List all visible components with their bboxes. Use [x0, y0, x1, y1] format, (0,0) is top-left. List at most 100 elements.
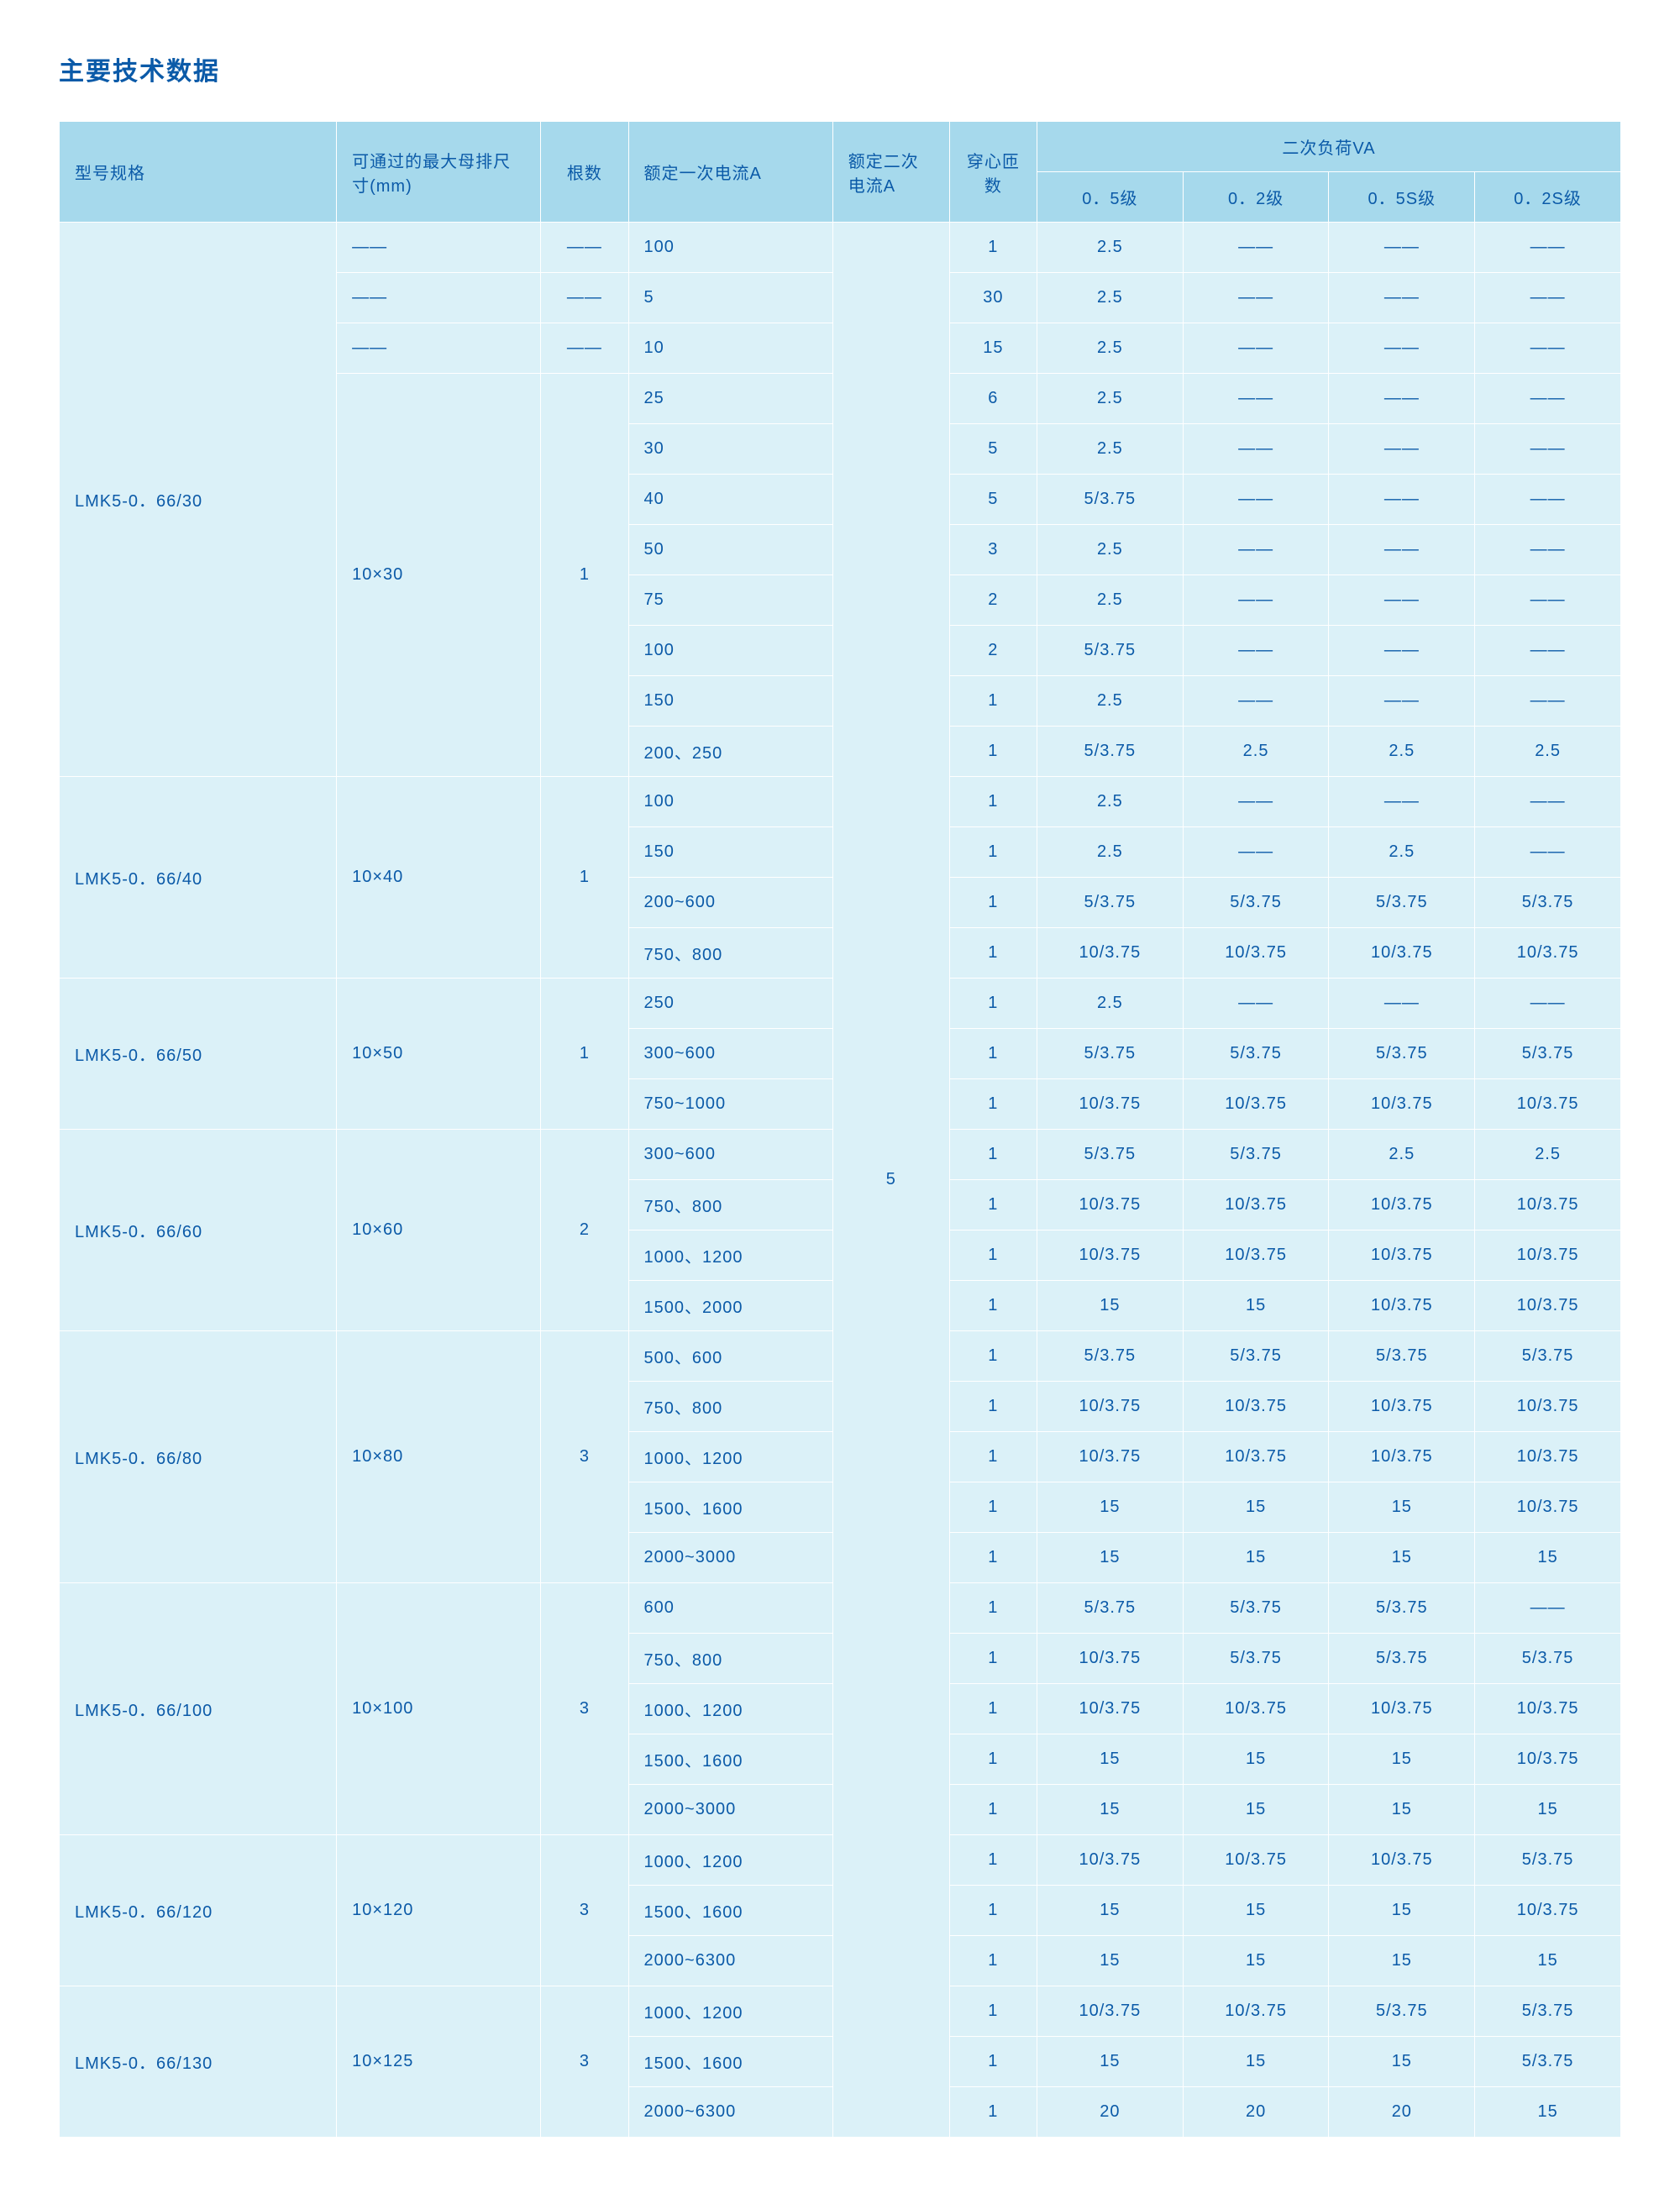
- cell-va-3: ——: [1475, 777, 1621, 827]
- cell-va-2: ——: [1329, 525, 1475, 575]
- cell-va-0: 10/3.75: [1037, 1180, 1183, 1230]
- cell-primary: 100: [628, 626, 832, 676]
- cell-turns: 1: [949, 827, 1037, 878]
- cell-va-1: 10/3.75: [1183, 1382, 1329, 1432]
- cell-turns: 5: [949, 424, 1037, 475]
- cell-turns: 1: [949, 1785, 1037, 1835]
- cell-primary: 50: [628, 525, 832, 575]
- cell-turns: 1: [949, 979, 1037, 1029]
- cell-va-0: 2.5: [1037, 827, 1183, 878]
- cell-va-0: 15: [1037, 1936, 1183, 1986]
- cell-va-3: ——: [1475, 575, 1621, 626]
- cell-primary: 75: [628, 575, 832, 626]
- cell-primary: 1000、1200: [628, 1684, 832, 1734]
- cell-turns: 1: [949, 1986, 1037, 2037]
- cell-va-2: 15: [1329, 2037, 1475, 2087]
- cell-primary: 2000~3000: [628, 1785, 832, 1835]
- cell-turns: 1: [949, 1029, 1037, 1079]
- cell-primary: 1500、2000: [628, 1281, 832, 1331]
- cell-primary: 600: [628, 1583, 832, 1634]
- cell-turns: 1: [949, 2087, 1037, 2138]
- cell-va-1: ——: [1183, 626, 1329, 676]
- cell-primary: 750、800: [628, 1382, 832, 1432]
- cell-primary: 40: [628, 475, 832, 525]
- cell-va-2: ——: [1329, 323, 1475, 374]
- cell-count: ——: [541, 323, 628, 374]
- cell-turns: 1: [949, 777, 1037, 827]
- cell-va-0: 5/3.75: [1037, 1331, 1183, 1382]
- cell-model: LMK5-0．66/120: [60, 1835, 337, 1986]
- cell-turns: 1: [949, 1432, 1037, 1482]
- cell-va-0: 10/3.75: [1037, 1432, 1183, 1482]
- cell-primary: 300~600: [628, 1130, 832, 1180]
- cell-va-2: 10/3.75: [1329, 1281, 1475, 1331]
- cell-primary: 5: [628, 273, 832, 323]
- cell-va-0: 10/3.75: [1037, 1079, 1183, 1130]
- cell-turns: 6: [949, 374, 1037, 424]
- cell-va-3: 5/3.75: [1475, 1835, 1621, 1886]
- cell-va-2: 5/3.75: [1329, 1331, 1475, 1382]
- cell-va-1: ——: [1183, 525, 1329, 575]
- cell-turns: 2: [949, 575, 1037, 626]
- cell-model: LMK5-0．66/50: [60, 979, 337, 1130]
- cell-primary: 10: [628, 323, 832, 374]
- cell-va-1: 15: [1183, 1281, 1329, 1331]
- cell-va-0: 2.5: [1037, 575, 1183, 626]
- cell-va-0: 10/3.75: [1037, 1382, 1183, 1432]
- cell-va-3: ——: [1475, 223, 1621, 273]
- cell-primary: 300~600: [628, 1029, 832, 1079]
- cell-busbar: 10×40: [337, 777, 541, 979]
- cell-busbar: 10×125: [337, 1986, 541, 2138]
- cell-va-1: 10/3.75: [1183, 1986, 1329, 2037]
- cell-va-0: 5/3.75: [1037, 727, 1183, 777]
- cell-primary: 1500、1600: [628, 1886, 832, 1936]
- cell-va-1: ——: [1183, 374, 1329, 424]
- cell-count: 1: [541, 979, 628, 1130]
- cell-va-2: 5/3.75: [1329, 1986, 1475, 2037]
- cell-turns: 1: [949, 928, 1037, 979]
- cell-primary: 2000~6300: [628, 1936, 832, 1986]
- cell-va-0: 10/3.75: [1037, 1835, 1183, 1886]
- cell-va-0: 2.5: [1037, 676, 1183, 727]
- cell-va-3: ——: [1475, 676, 1621, 727]
- cell-va-2: 10/3.75: [1329, 1835, 1475, 1886]
- th-turns: 穿心匝数: [949, 122, 1037, 223]
- cell-va-2: 10/3.75: [1329, 1079, 1475, 1130]
- cell-count: ——: [541, 223, 628, 273]
- cell-va-3: 10/3.75: [1475, 1734, 1621, 1785]
- table-body: LMK5-0．66/30————100512.5——————————5302.5…: [60, 223, 1621, 2138]
- cell-primary: 200、250: [628, 727, 832, 777]
- cell-va-1: 10/3.75: [1183, 1079, 1329, 1130]
- cell-turns: 1: [949, 727, 1037, 777]
- cell-va-3: 10/3.75: [1475, 1180, 1621, 1230]
- cell-turns: 1: [949, 1634, 1037, 1684]
- cell-va-1: 10/3.75: [1183, 928, 1329, 979]
- cell-turns: 1: [949, 1230, 1037, 1281]
- cell-turns: 1: [949, 1936, 1037, 1986]
- cell-va-3: 15: [1475, 1533, 1621, 1583]
- cell-va-3: ——: [1475, 979, 1621, 1029]
- cell-turns: 1: [949, 878, 1037, 928]
- cell-va-2: 15: [1329, 1785, 1475, 1835]
- cell-turns: 1: [949, 1482, 1037, 1533]
- cell-va-2: 10/3.75: [1329, 928, 1475, 979]
- cell-va-2: 10/3.75: [1329, 1180, 1475, 1230]
- cell-va-3: 10/3.75: [1475, 1230, 1621, 1281]
- cell-va-1: 10/3.75: [1183, 1835, 1329, 1886]
- th-primary: 额定一次电流A: [628, 122, 832, 223]
- cell-va-0: 2.5: [1037, 979, 1183, 1029]
- cell-turns: 15: [949, 323, 1037, 374]
- cell-va-1: 10/3.75: [1183, 1230, 1329, 1281]
- cell-va-3: 5/3.75: [1475, 878, 1621, 928]
- cell-va-3: 10/3.75: [1475, 1684, 1621, 1734]
- cell-va-3: 10/3.75: [1475, 1432, 1621, 1482]
- cell-turns: 1: [949, 1180, 1037, 1230]
- cell-va-2: ——: [1329, 223, 1475, 273]
- cell-model: LMK5-0．66/60: [60, 1130, 337, 1331]
- cell-va-3: 2.5: [1475, 727, 1621, 777]
- cell-va-2: ——: [1329, 575, 1475, 626]
- cell-va-3: ——: [1475, 323, 1621, 374]
- cell-secondary: 5: [832, 223, 949, 2138]
- cell-primary: 200~600: [628, 878, 832, 928]
- cell-busbar: 10×120: [337, 1835, 541, 1986]
